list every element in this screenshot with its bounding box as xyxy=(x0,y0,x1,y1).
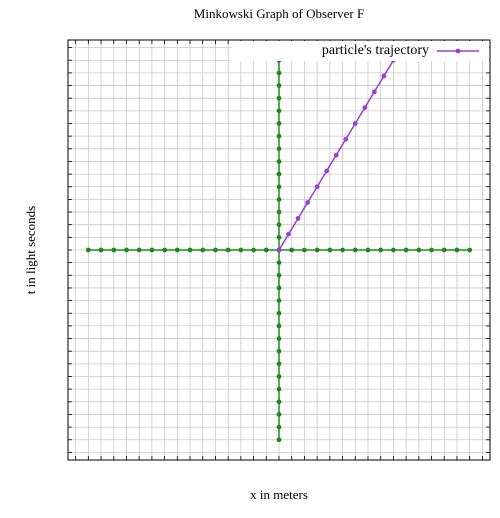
data-point xyxy=(276,83,282,88)
plot-frame xyxy=(67,39,491,461)
data-point xyxy=(371,89,377,95)
data-point xyxy=(454,247,460,253)
data-point xyxy=(276,285,282,291)
data-point xyxy=(467,247,473,253)
data-point xyxy=(276,336,282,341)
data-point xyxy=(251,247,256,253)
legend-label: particle's trajectory xyxy=(322,43,429,58)
data-point xyxy=(276,361,282,367)
data-point xyxy=(314,247,320,253)
data-point xyxy=(276,272,282,278)
data-point xyxy=(136,247,142,253)
data-point xyxy=(263,247,269,253)
x-axis-label: x in meters xyxy=(250,487,308,502)
data-point xyxy=(124,247,129,253)
data-point xyxy=(276,121,282,126)
data-point xyxy=(213,247,218,253)
data-point xyxy=(403,247,409,253)
data-point xyxy=(441,247,447,253)
data-point xyxy=(276,323,282,329)
chart-title: Minkowski Graph of Observer F xyxy=(194,6,364,21)
data-point xyxy=(381,73,387,79)
data-point xyxy=(295,215,301,221)
data-point xyxy=(276,133,282,139)
legend: particle's trajectory xyxy=(231,41,489,61)
data-point xyxy=(314,184,320,190)
data-point xyxy=(276,386,282,392)
data-point xyxy=(340,247,345,253)
data-point xyxy=(378,247,384,253)
data-point xyxy=(162,247,168,253)
data-point xyxy=(276,95,282,101)
data-point xyxy=(276,348,282,354)
data-point xyxy=(276,171,282,177)
data-point xyxy=(343,136,349,142)
data-point xyxy=(327,247,333,253)
data-point xyxy=(276,424,282,430)
data-point xyxy=(276,159,282,164)
data-point xyxy=(333,152,339,158)
data-point xyxy=(174,247,180,253)
data-point xyxy=(98,247,104,253)
data-point xyxy=(362,105,368,111)
data-point xyxy=(276,70,282,76)
data-point xyxy=(305,200,310,205)
data-point xyxy=(276,108,282,114)
data-point xyxy=(276,184,282,190)
y-axis-label: t in light seconds xyxy=(23,206,38,294)
data-point xyxy=(416,247,422,253)
data-point xyxy=(276,412,282,417)
data-point xyxy=(225,247,231,253)
data-point xyxy=(324,168,330,174)
data-point xyxy=(302,247,307,253)
data-point xyxy=(276,196,282,202)
data-point xyxy=(276,146,282,152)
data-point xyxy=(276,374,282,379)
data-point xyxy=(429,247,434,253)
legend-box xyxy=(231,41,489,61)
data-point xyxy=(187,247,193,253)
data-point xyxy=(286,231,291,237)
data-point xyxy=(276,260,282,266)
data-point xyxy=(276,222,282,228)
data-point xyxy=(276,310,282,316)
data-point xyxy=(365,247,371,253)
data-point xyxy=(200,247,206,253)
data-point xyxy=(352,121,358,126)
data-point xyxy=(276,437,282,443)
data-point xyxy=(276,298,282,304)
data-point xyxy=(276,234,282,240)
data-point xyxy=(238,247,244,253)
data-point xyxy=(289,247,295,253)
data-point xyxy=(276,247,282,253)
data-point xyxy=(276,399,282,405)
data-point xyxy=(111,247,117,253)
data-point xyxy=(85,247,91,253)
data-point xyxy=(149,247,155,253)
data-point xyxy=(352,247,358,253)
data-point xyxy=(276,209,282,215)
legend-marker xyxy=(455,48,461,54)
data-point xyxy=(390,247,396,253)
